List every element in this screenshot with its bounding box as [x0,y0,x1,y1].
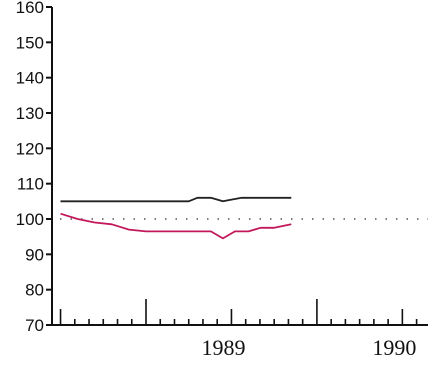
y-tick-label: 160 [16,0,44,17]
y-tick-label: 80 [25,281,44,300]
y-tick-label: 150 [16,33,44,52]
y-tick-label: 110 [17,175,44,194]
y-tick-label: 100 [16,210,44,229]
y-tick-label: 130 [16,104,44,123]
y-tick-label: 120 [16,139,44,158]
y-tick-label: 70 [25,316,44,335]
series-line-2 [60,212,292,240]
series-line-1 [60,196,292,203]
y-tick-label: 90 [25,245,44,264]
x-year-label: 1990 [372,335,416,360]
x-year-label: 1989 [201,335,245,360]
y-tick-label: 140 [16,69,44,88]
